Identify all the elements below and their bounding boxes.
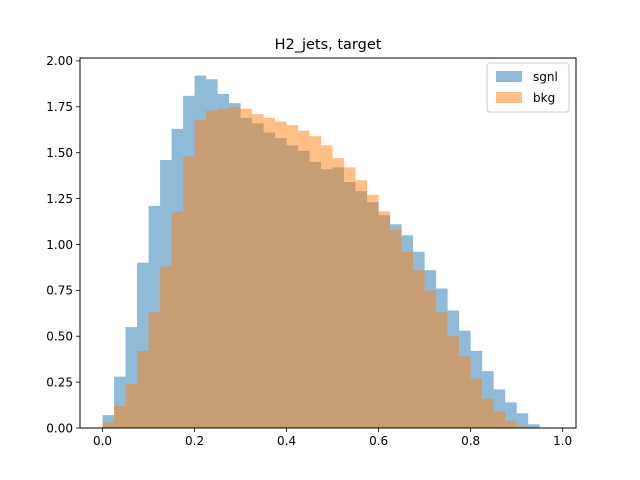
bkg-bar [470,378,483,428]
bkg-bar [298,130,310,428]
plot-frame [79,57,577,429]
legend-swatch [496,71,522,82]
y-tick-label: 0.50 [46,330,73,344]
bkg-bar [355,180,368,428]
bkg-bar [459,356,471,428]
legend-label: sgnl [533,70,558,84]
bkg-bar [378,211,391,428]
y-tick-label: 1.50 [46,146,73,160]
bkg-bar [125,383,138,428]
x-tick-label: 0.0 [93,434,112,448]
bkg-bar [516,426,529,428]
bkg-bar [401,251,414,428]
bkg-bar [171,211,184,428]
bkg-bar [217,108,230,429]
bkg-bar [447,336,460,428]
sgnl-bar [114,376,126,428]
x-tick-label: 0.6 [369,434,388,448]
sgnl-bar [516,413,529,428]
bkg-bar [505,420,517,428]
sgnl-bar [528,424,540,428]
sgnl-bar [493,389,506,428]
legend: sgnl bkg [486,62,570,113]
x-tick-label: 0.2 [185,434,204,448]
y-tick-label: 0.75 [46,284,73,298]
legend-label: bkg [533,91,555,105]
bkg-bar [321,145,333,428]
bkg-bar [183,156,195,428]
y-tick-label: 2.00 [46,54,73,68]
bkg-bar [194,119,207,429]
series-bkg [102,106,529,429]
bkg-bar [436,312,448,428]
bkg-bar [493,411,506,428]
bars-layer [102,75,540,429]
bkg-bar [424,290,437,428]
y-tick-label: 1.25 [46,192,73,206]
sgnl-bar [505,402,517,428]
legend-swatch [496,92,522,103]
bkg-bar [160,266,172,428]
y-axis: 0.00 0.25 0.50 0.75 1.00 1.25 1.50 1.75 2.00 [46,54,80,435]
bkg-bar [252,114,264,429]
x-tick-label: 1.0 [553,434,572,448]
bkg-bar [275,121,287,428]
bkg-bar [206,110,218,428]
sgnl-bar [137,262,149,428]
x-axis: 0.0 0.2 0.4 0.6 0.8 1.0 [93,428,572,448]
bkg-bar [332,158,345,429]
y-tick-label: 1.75 [46,100,73,114]
bkg-bar [390,229,402,428]
x-tick-label: 0.8 [461,434,480,448]
bkg-bar [102,422,115,428]
chart-title: H2_jets, target [275,37,382,53]
y-tick-label: 0.00 [46,421,73,435]
x-tick-label: 0.4 [277,434,296,448]
bkg-bar [309,136,322,429]
sgnl-bar [102,415,115,428]
bkg-bar [240,108,253,429]
bkg-bar [148,312,161,428]
y-tick-label: 1.00 [46,238,73,252]
bkg-bar [482,398,494,428]
y-tick-label: 0.25 [46,375,73,389]
bkg-bar [137,350,149,428]
bkg-bar [114,405,126,428]
sgnl-bar [125,327,138,428]
bkg-bar [229,106,241,428]
bkg-bar [367,194,379,428]
bkg-bar [344,167,356,428]
bkg-bar [286,125,299,429]
bkg-bar [263,117,276,428]
bkg-bar [413,270,425,428]
